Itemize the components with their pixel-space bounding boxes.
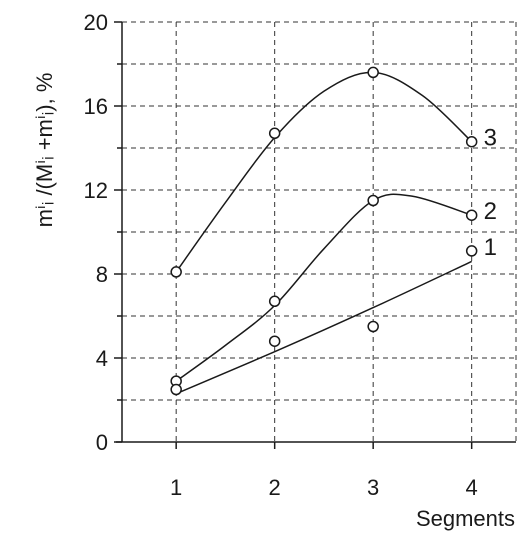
x-axis-title: Segments: [416, 506, 515, 531]
data-point: [268, 127, 281, 140]
y-tick-label: 16: [84, 94, 108, 119]
series: 3 2 1: [170, 66, 497, 396]
series-label: 3: [484, 125, 497, 152]
data-point: [465, 135, 478, 148]
y-tick-label: 0: [96, 430, 108, 455]
series-2: 2: [170, 193, 497, 387]
series-label: 1: [484, 234, 497, 261]
y-tick-label: 12: [84, 178, 108, 203]
data-point: [465, 209, 478, 221]
y-tick-label: 4: [96, 346, 108, 371]
x-tick-label: 2: [269, 475, 281, 500]
series-1: 1: [170, 234, 497, 396]
data-point: [268, 295, 281, 308]
y-axis-title: mⁱᵢ /(Mⁱᵢ +mⁱᵢ), %: [32, 73, 57, 228]
data-point: [465, 245, 478, 257]
data-point: [170, 266, 182, 278]
series-3: 3: [170, 66, 497, 278]
data-point: [170, 383, 182, 396]
series-line: [175, 193, 472, 382]
x-tick-label: 3: [367, 475, 379, 500]
data-point: [367, 320, 379, 333]
series-line: [175, 260, 473, 395]
y-tick-label: 20: [84, 10, 108, 35]
data-point: [367, 194, 379, 207]
series-label: 2: [484, 198, 497, 225]
grid: [122, 21, 517, 442]
data-point: [268, 335, 281, 347]
x-tick-label: 4: [466, 475, 478, 500]
series-line: [175, 71, 473, 273]
x-tick-label: 1: [170, 475, 182, 500]
y-tick-label: 8: [96, 262, 108, 287]
data-point: [367, 66, 379, 79]
